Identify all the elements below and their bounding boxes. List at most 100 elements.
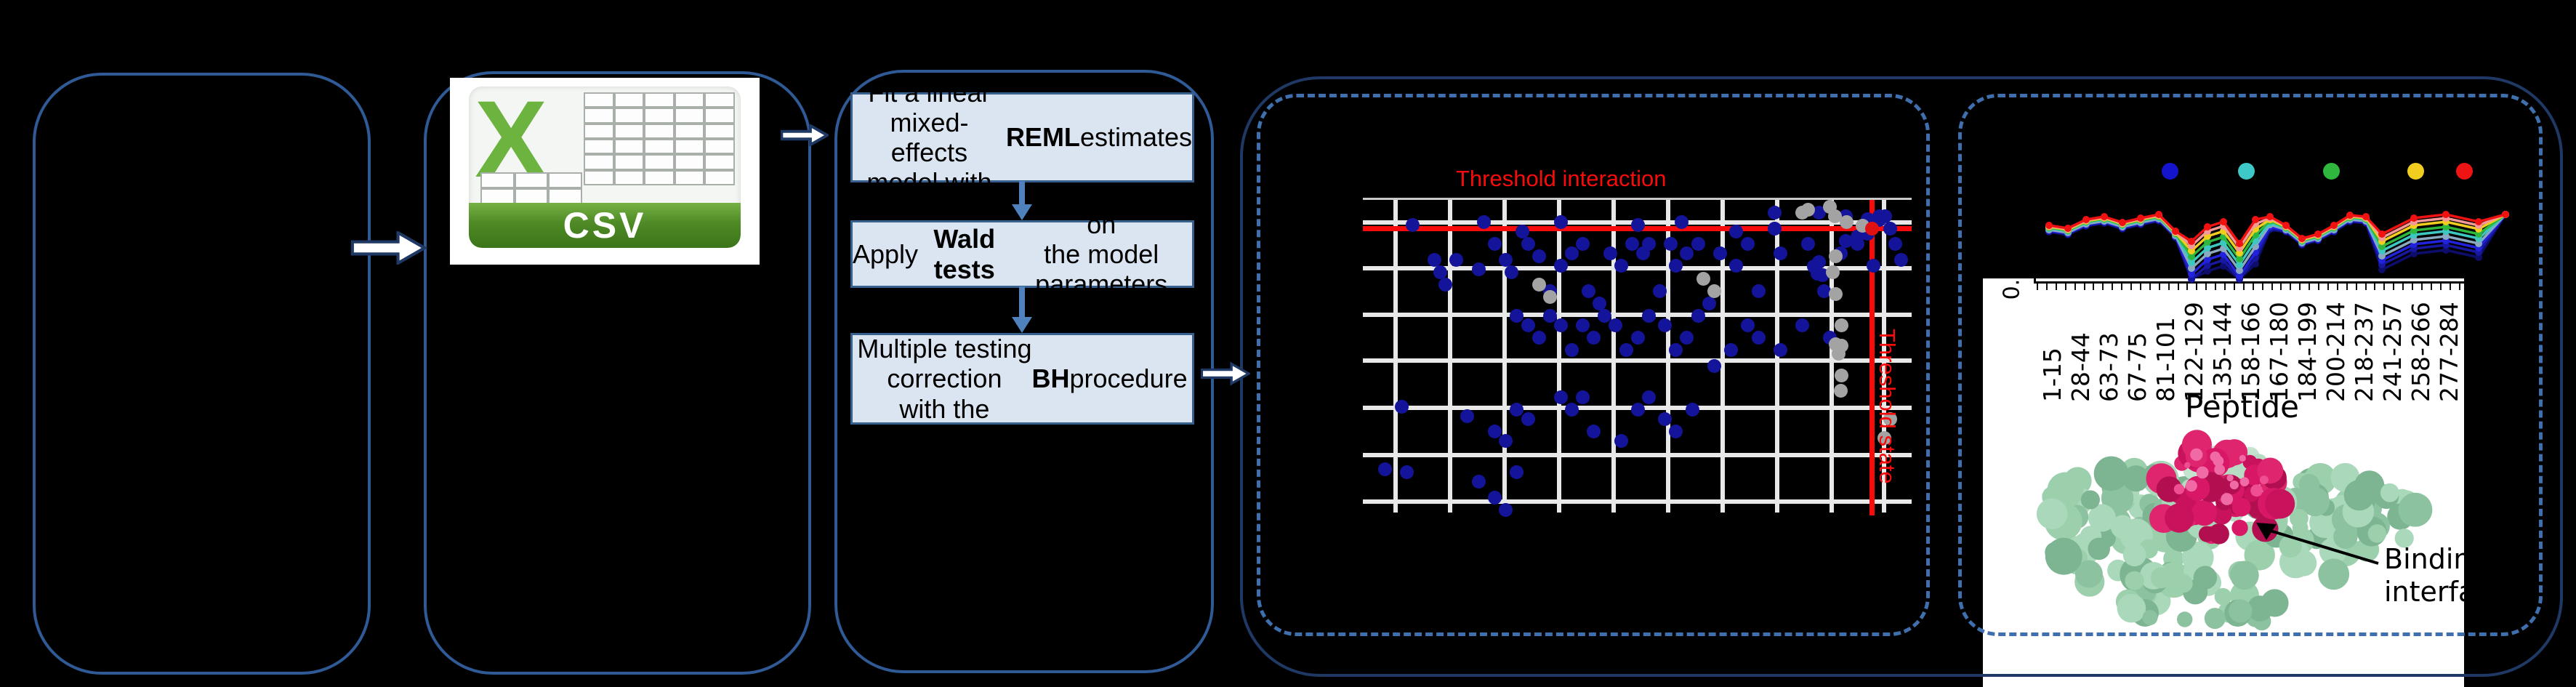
scatter-dot-significant [1838,233,1853,248]
x-tick [2261,284,2263,290]
hdx-point [2442,211,2450,218]
hdx-point [2378,252,2386,260]
x-tick [2074,284,2076,290]
scatter-dot-significant [1893,252,1908,267]
threshold-interaction-label: Threshold interaction [1456,166,1667,191]
hdx-point [2442,233,2450,240]
hdx-point [2282,222,2290,229]
scatter-dot-nonsignificant [1827,209,1842,223]
csv-label: CSV [563,205,647,246]
scatter-dot-significant [1405,217,1420,232]
scatter-dot-threshold [1864,221,1879,236]
hdx-point [2442,223,2450,230]
scatter-dot-significant [1614,258,1628,273]
spreadsheet-grid-large [584,92,735,185]
arrow-stage3-to-results [1201,361,1250,386]
scatter-dot-significant [1504,265,1518,279]
hdx-point [2314,230,2322,238]
scatter-dot-significant [1811,254,1826,269]
scatter-dot-significant [1866,258,1880,273]
gridline-v [1557,200,1561,513]
scatter-dot-significant [1531,249,1546,263]
x-tick [2402,284,2404,290]
scatter-dot-significant [1586,424,1601,438]
legend-dot-state-2 [2238,163,2255,180]
hdx-point [2204,268,2211,275]
scatter-dot-significant [1630,402,1645,417]
x-tick [2318,284,2319,290]
hdx-point [2475,218,2482,225]
scatter-dot-significant [1509,465,1524,479]
hdx-point [2410,236,2418,244]
scatter-dot-significant [1515,224,1529,238]
x-tick [2224,284,2226,290]
scatter-dot-significant [1641,390,1656,404]
scatter-dot-significant [1888,236,1902,251]
scatter-dot-significant [1553,214,1568,229]
hdx-point [2266,213,2274,220]
scatter-dot-significant [1740,318,1755,332]
x-tick [2055,284,2057,290]
scatter-dot-nonsignificant [1542,289,1557,304]
x-tick [2309,284,2311,290]
scatter-dot-significant [1751,284,1766,298]
gridline-v [1882,200,1886,513]
csv-card: X CSV [469,87,741,248]
hdx-point [2064,225,2072,232]
scatter-dot-significant [1498,502,1513,517]
scatter-dot-significant [1564,342,1579,357]
gridline-h [1363,499,1912,504]
x-tick [2158,284,2160,290]
scatter-dot-significant [1668,424,1683,438]
arrow-stage1-to-stage2 [350,231,428,265]
x-tick [2449,284,2451,290]
hdx-point [2236,255,2243,262]
hdx-point [2204,262,2211,269]
x-tick [2336,284,2338,290]
scatter-dot-significant [1597,308,1611,323]
scatter-dot-significant [1767,205,1782,220]
scatter-dot-significant [1438,277,1452,292]
hdx-point [2188,259,2195,266]
hdx-point [2188,265,2195,272]
csv-file-icon: X CSV [450,78,760,265]
scatter-dot-significant [1712,246,1727,260]
scatter-dot-significant [1564,246,1579,260]
scatter-dot-significant [1471,262,1486,276]
hdx-point [2442,246,2450,254]
scatter-dot-significant [1728,258,1743,273]
hdx-point [2204,250,2211,257]
x-tick [2186,284,2189,290]
binding-interface-label: Binding interface [2384,543,2464,608]
scatter-dot-significant [1433,265,1447,279]
hdx-uptake-line-chart [2045,211,2509,283]
x-tick [2112,284,2114,290]
x-tick [2280,284,2282,290]
scatter-dot-significant [1773,342,1787,357]
scatter-dot-significant [1487,236,1502,251]
hdx-point [2188,247,2195,254]
gridline-h [1363,313,1912,317]
peptide-axis-title: Peptide [2185,389,2299,425]
scatter-dot-significant [1625,236,1639,251]
scatter-dot-significant [1657,411,1672,426]
threshold-state-line [1869,200,1875,515]
hdx-point [2410,214,2418,222]
hdx-point [2101,213,2108,220]
scatter-dot-significant [1542,308,1557,323]
hdx-point [2475,240,2482,247]
scatter-dot-significant [1509,308,1524,323]
scatter-dot-significant [1630,217,1645,232]
hdx-point [2378,230,2386,238]
gridline-v [1502,200,1507,513]
scatter-dot-nonsignificant [1834,368,1848,382]
x-tick [2412,284,2413,290]
gridline-v [1720,200,1725,513]
scatter-dot-significant [1460,409,1474,423]
scatter-dot-nonsignificant [1831,346,1846,361]
scatter-dot-nonsignificant [1531,277,1546,292]
scatter-dot-significant [1592,296,1606,310]
hdx-point [2204,256,2211,263]
scatter-dot-significant [1521,411,1535,426]
